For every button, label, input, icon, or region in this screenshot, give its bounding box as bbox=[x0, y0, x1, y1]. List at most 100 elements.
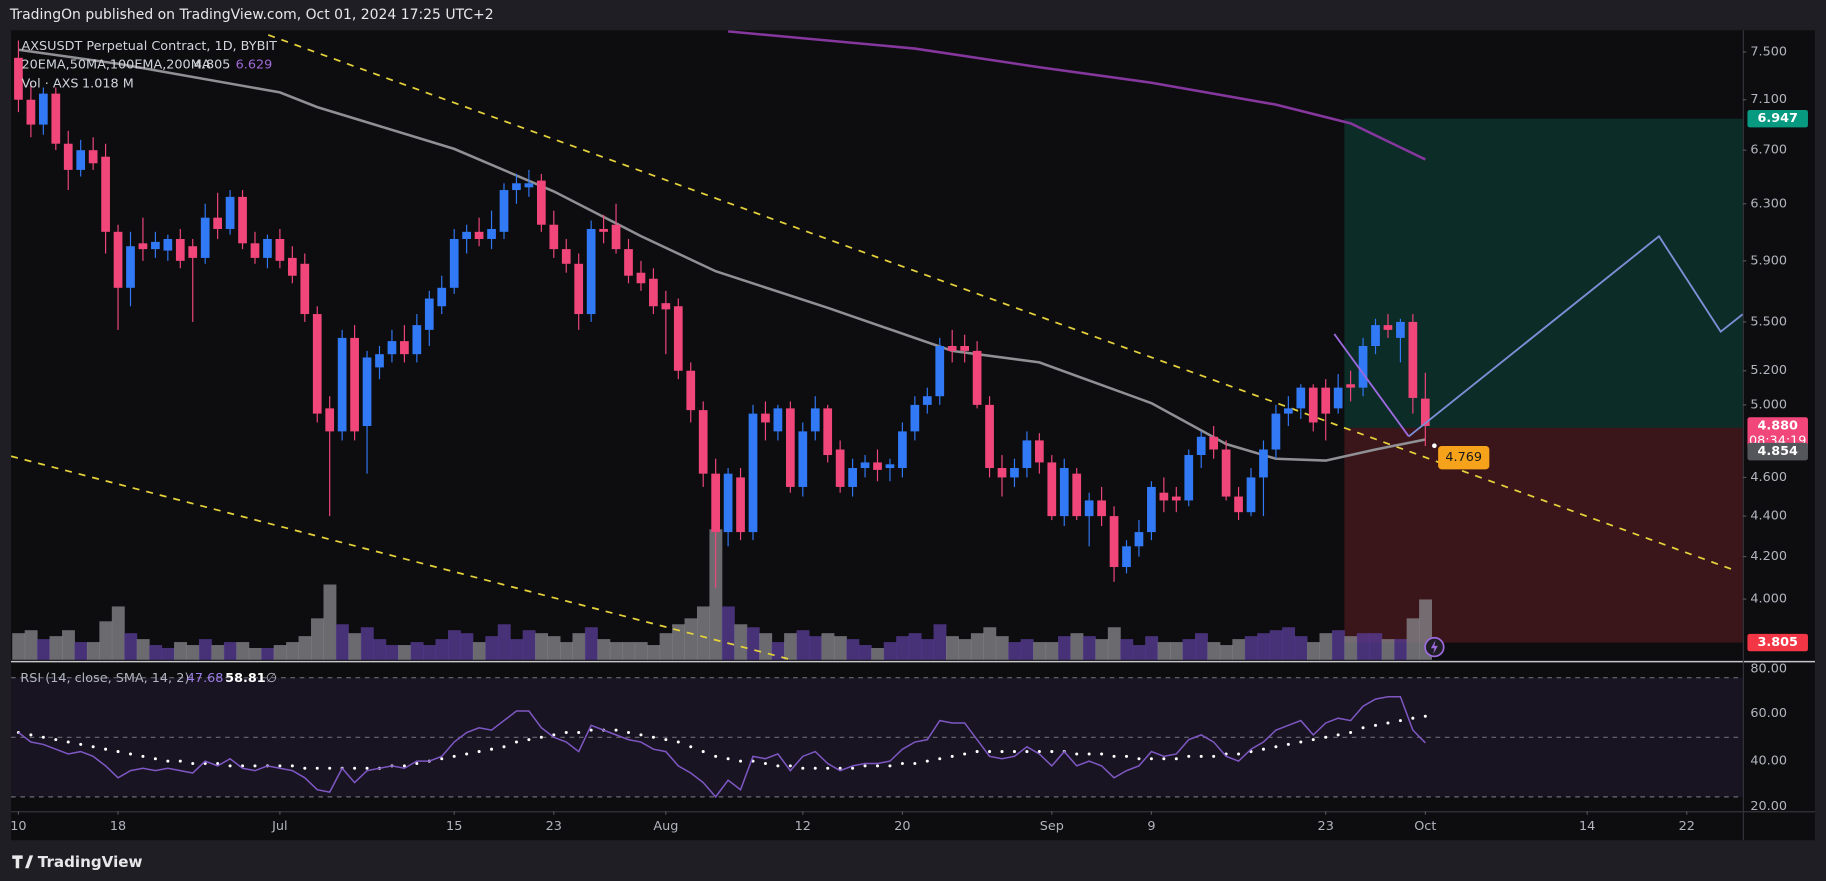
rsi-sma-dot bbox=[178, 759, 182, 763]
candle-body bbox=[885, 464, 895, 469]
rsi-tick-label: 60.00 bbox=[1750, 706, 1787, 721]
candle-body bbox=[1159, 492, 1169, 501]
volume-bar bbox=[1257, 633, 1271, 660]
candle-body bbox=[1171, 496, 1181, 501]
candle-body bbox=[810, 408, 820, 432]
volume-bar bbox=[1120, 639, 1134, 660]
candle-body bbox=[213, 217, 223, 229]
candle-body bbox=[1209, 436, 1219, 450]
volume-bar bbox=[1095, 639, 1109, 660]
candle-body bbox=[773, 408, 783, 432]
volume bbox=[12, 529, 1433, 660]
rsi-sma-dot bbox=[1050, 750, 1054, 754]
candle-body bbox=[350, 337, 359, 432]
candle-body bbox=[1147, 486, 1156, 533]
rsi-sma-dot bbox=[788, 764, 792, 768]
x-tick-label: 14 bbox=[1579, 819, 1595, 834]
volume-bar bbox=[734, 624, 748, 660]
symbol-legend: AXSUSDT Perpetual Contract, 1D, BYBIT bbox=[22, 39, 278, 54]
candle-body bbox=[1346, 384, 1355, 388]
volume-bar bbox=[410, 642, 424, 660]
volume-bar bbox=[273, 645, 287, 660]
rsi-sma-dot bbox=[365, 766, 369, 770]
volume-bar bbox=[286, 642, 300, 660]
trendline bbox=[11, 455, 793, 660]
rsi-sma-dot bbox=[1423, 714, 1427, 718]
rsi-sma-dot bbox=[1286, 742, 1290, 746]
volume-bar bbox=[1157, 642, 1171, 660]
candle-body bbox=[138, 243, 148, 250]
volume-bar bbox=[497, 624, 511, 660]
volume-bar bbox=[1356, 633, 1370, 660]
rsi-sma-dot bbox=[1087, 752, 1091, 756]
rsi-sma-dot bbox=[328, 766, 332, 770]
volume-bar bbox=[821, 633, 835, 660]
low-label: 4.769 bbox=[1445, 450, 1482, 465]
alert-icon-glyph bbox=[1430, 640, 1438, 655]
low-label-bg bbox=[1438, 446, 1490, 470]
rsi-sma-dot bbox=[1212, 754, 1216, 758]
volume-bar bbox=[1232, 639, 1246, 660]
volume-bar bbox=[236, 642, 250, 660]
y-tick-label: 6.300 bbox=[1750, 196, 1787, 211]
volume-bar bbox=[1132, 645, 1146, 660]
rsi-sma-dot bbox=[91, 745, 95, 749]
y-tick-label: 5.200 bbox=[1750, 363, 1787, 378]
candle-body bbox=[250, 243, 260, 258]
rsi-line bbox=[17, 695, 1426, 799]
volume-bar bbox=[1058, 636, 1071, 660]
rsi-sma-dot bbox=[514, 740, 518, 744]
price-pane bbox=[11, 30, 1743, 660]
rsi-sma-dot bbox=[863, 764, 867, 768]
moving-averages bbox=[18, 30, 1426, 462]
candle-body bbox=[462, 231, 472, 239]
candle-body bbox=[748, 413, 758, 533]
volume-bar bbox=[696, 606, 710, 660]
candle-body bbox=[1396, 321, 1405, 338]
volume-bar bbox=[659, 633, 673, 660]
candle-body bbox=[698, 410, 708, 474]
volume-bar bbox=[709, 529, 723, 660]
rsi-sma-dot bbox=[1037, 750, 1041, 754]
volume-bar bbox=[398, 645, 412, 660]
volume-bar bbox=[12, 633, 26, 660]
rsi-sma-dot bbox=[402, 764, 406, 768]
rsi-sma-dot bbox=[776, 764, 780, 768]
volume-bar bbox=[684, 618, 698, 660]
volume-bar bbox=[1406, 618, 1420, 660]
candle-body bbox=[549, 224, 559, 250]
volume-bar bbox=[833, 636, 847, 660]
candle-body bbox=[225, 196, 235, 229]
rsi-sma-dot bbox=[1373, 723, 1378, 727]
rsi-sma-dot bbox=[1311, 738, 1315, 742]
rsi-legend-value: 58.81 bbox=[225, 671, 266, 686]
volume-bar bbox=[970, 633, 984, 660]
rsi-sma-dot bbox=[639, 733, 643, 737]
y-tick-label: 4.200 bbox=[1750, 549, 1787, 564]
candle-body bbox=[1246, 477, 1256, 513]
volume-bar bbox=[933, 624, 947, 660]
volume-bar bbox=[174, 642, 187, 660]
volume-bar bbox=[535, 633, 549, 660]
volume-bar bbox=[1107, 627, 1121, 660]
volume-bar bbox=[584, 627, 598, 660]
rsi-sma-dot bbox=[1274, 745, 1278, 749]
candle-body bbox=[263, 238, 272, 258]
candle-body bbox=[997, 468, 1007, 478]
rsi-sma-dot bbox=[913, 761, 917, 766]
candle-body bbox=[1084, 500, 1094, 517]
rsi-sma-dot bbox=[452, 754, 456, 758]
position bbox=[1344, 118, 1743, 643]
rsi-sma-dot bbox=[626, 730, 631, 735]
candle-body bbox=[1383, 325, 1393, 330]
volume-bar bbox=[1269, 630, 1283, 660]
volume-bar bbox=[136, 639, 150, 660]
rsi-sma-dot bbox=[925, 759, 929, 763]
rsi-sma-dot bbox=[153, 757, 157, 761]
volume-bar bbox=[37, 639, 51, 660]
candle-body bbox=[673, 306, 683, 371]
rsi-sma-dot bbox=[676, 740, 680, 744]
rsi-sma-dot bbox=[1237, 752, 1241, 756]
candle-body bbox=[1371, 325, 1380, 346]
candle-body bbox=[574, 263, 584, 315]
